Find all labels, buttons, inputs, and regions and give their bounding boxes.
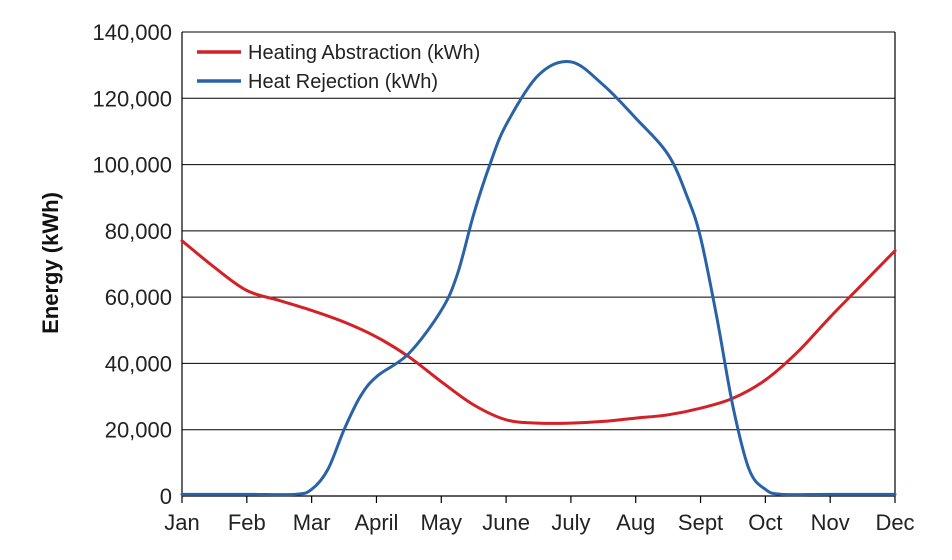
y-tick-label: 0 [160,484,172,509]
heating-abstraction-line [180,239,897,425]
x-tick-label: Feb [228,510,266,535]
series-lines [180,59,897,497]
x-tick-label: May [420,510,462,535]
x-tick-label: Aug [616,510,655,535]
y-tick-label: 40,000 [105,351,172,376]
y-tick-label: 100,000 [92,153,172,178]
legend: Heating Abstraction (kWh) Heat Rejection … [197,42,480,93]
y-tick-label: 140,000 [92,20,172,45]
x-tick-label: June [482,510,530,535]
x-tick-label: Dec [875,510,914,535]
x-tick-label: Sept [678,510,723,535]
axes [181,32,896,503]
y-axis-title: Energy (kWh) [38,192,63,334]
x-tick-label: April [354,510,398,535]
x-tick-label: Mar [293,510,331,535]
y-tick-label: 80,000 [105,219,172,244]
heat-rejection-legend-label: Heat Rejection (kWh) [248,71,438,93]
tick-labels: 0 20,000 40,000 60,000 80,000 100,000 120,000 1… [92,20,914,535]
x-tick-label: Nov [811,510,850,535]
heat-rejection-line [180,59,897,497]
y-tick-label: 120,000 [92,86,172,111]
y-tick-label: 20,000 [105,418,172,443]
x-tick-label: Jan [164,510,199,535]
x-tick-label: Oct [748,510,782,535]
gridlines [182,31,895,431]
heating-abstraction-legend-label: Heating Abstraction (kWh) [248,42,480,64]
y-tick-label: 60,000 [105,285,172,310]
x-tick-label: July [551,510,590,535]
